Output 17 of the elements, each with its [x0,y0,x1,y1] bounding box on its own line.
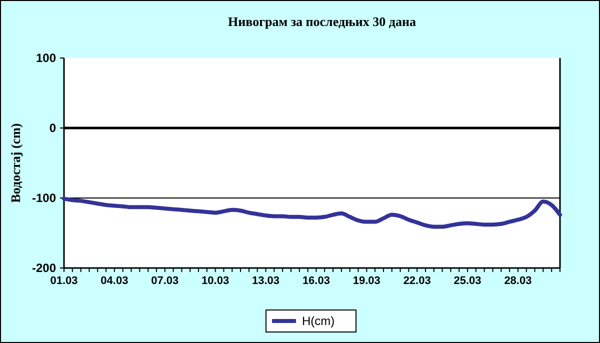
legend-label: H(cm) [302,314,335,328]
x-tick-label: 13.03 [252,275,280,287]
x-tick-label: 10.03 [202,275,230,287]
chart-title: Нивограм за последњих 30 дана [228,14,416,29]
x-tick-label: 16.03 [302,275,330,287]
y-axis-title: Водостај (cm) [8,123,23,203]
y-tick-label: 0 [49,121,56,136]
x-tick-label: 07.03 [151,275,179,287]
x-tick-label: 04.03 [100,275,128,287]
y-tick-label: 100 [36,51,56,66]
y-tick-label: -100 [32,191,56,206]
y-tick-label: -200 [32,261,56,276]
x-tick-label: 22.03 [403,275,431,287]
x-tick-label: 28.03 [504,275,532,287]
x-tick-label: 25.03 [454,275,482,287]
x-tick-label: 19.03 [352,275,380,287]
x-tick-label: 01.03 [50,275,78,287]
